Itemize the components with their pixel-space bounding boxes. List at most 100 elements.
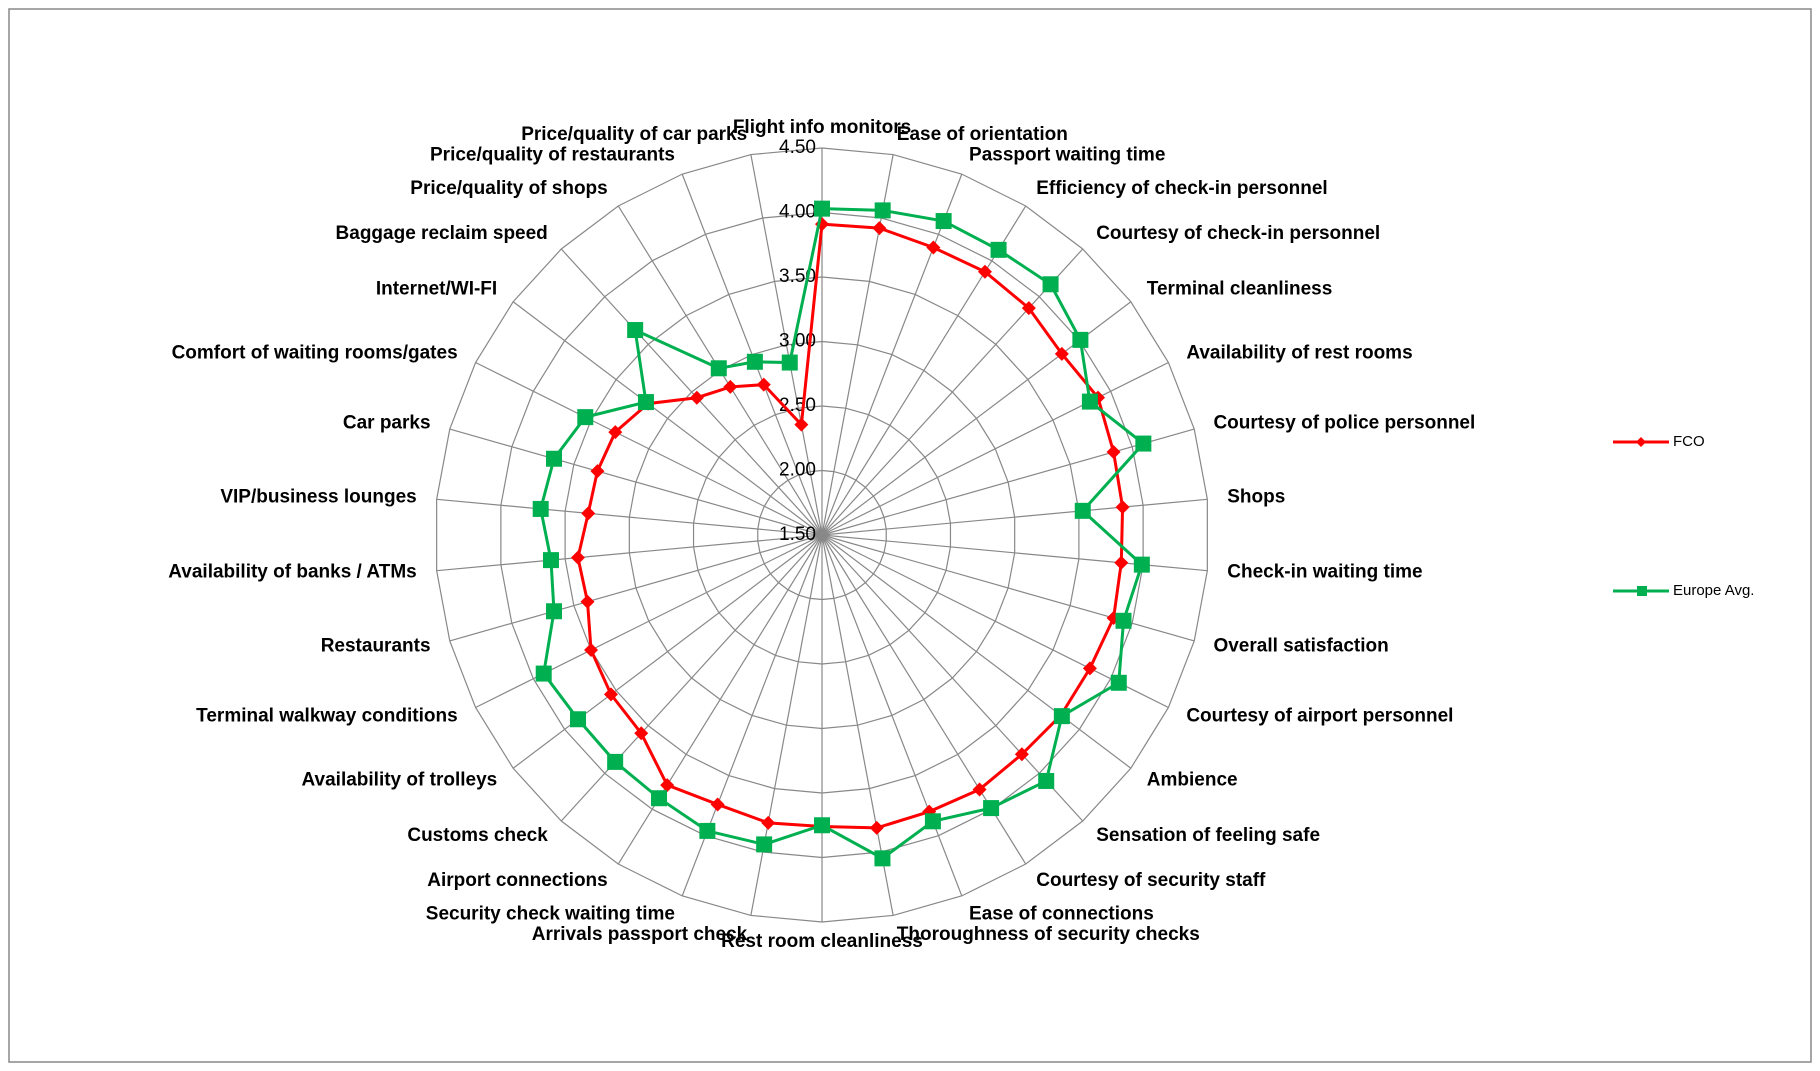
category-label: Customs check xyxy=(407,825,548,846)
spoke xyxy=(821,428,1195,536)
category-label: Courtesy of security staff xyxy=(1036,870,1266,891)
legend-marker xyxy=(1636,437,1646,447)
spoke xyxy=(821,534,963,897)
category-label: Overall satisfaction xyxy=(1213,635,1388,656)
category-label: Availability of rest rooms xyxy=(1186,343,1412,364)
data-point xyxy=(545,450,562,467)
data-point xyxy=(935,213,952,230)
data-point xyxy=(746,353,763,370)
category-label: Ease of connections xyxy=(969,904,1154,925)
category-label: Availability of trolleys xyxy=(302,769,498,790)
data-point xyxy=(545,603,562,620)
data-point xyxy=(710,797,725,812)
data-point xyxy=(1115,500,1130,515)
data-point xyxy=(660,778,675,793)
category-label: Car parks xyxy=(343,413,431,434)
tick-label: 4.50 xyxy=(779,137,816,158)
data-point xyxy=(710,360,727,377)
category-label: Courtesy of airport personnel xyxy=(1186,705,1453,726)
data-point xyxy=(584,643,599,658)
category-label: Check-in waiting time xyxy=(1227,562,1422,583)
spoke xyxy=(821,205,1027,536)
data-point xyxy=(542,552,559,569)
spoke xyxy=(436,534,823,572)
data-point xyxy=(761,815,776,830)
data-point xyxy=(1074,502,1091,519)
data-point xyxy=(634,726,649,741)
data-point xyxy=(590,464,605,479)
data-point xyxy=(1110,674,1127,691)
data-point xyxy=(972,782,987,797)
category-label: Internet/WI-FI xyxy=(376,279,497,300)
data-point xyxy=(814,200,830,217)
category-label: Price/quality of restaurants xyxy=(430,144,675,165)
category-label: Sensation of feeling safe xyxy=(1096,825,1320,846)
category-label: Efficiency of check-in personnel xyxy=(1036,178,1327,199)
category-label: Availability of banks / ATMs xyxy=(168,562,416,583)
legend-label: FCO xyxy=(1673,433,1705,450)
data-point xyxy=(608,425,623,440)
data-point xyxy=(570,550,585,565)
tick-label: 3.00 xyxy=(779,331,816,352)
spoke xyxy=(617,534,823,865)
category-label: Shops xyxy=(1227,486,1285,507)
data-point xyxy=(577,409,594,426)
tick-label: 4.00 xyxy=(779,202,816,223)
category-label: Arrivals passport check xyxy=(532,924,748,945)
category-label: Ease of orientation xyxy=(897,124,1068,145)
tick-label: 1.50 xyxy=(779,524,816,545)
data-point xyxy=(637,394,654,411)
chart-frame xyxy=(8,8,1812,1063)
data-point xyxy=(983,800,1000,817)
category-label: Restaurants xyxy=(321,635,431,656)
data-point xyxy=(1038,772,1055,789)
category-label: Ambience xyxy=(1147,769,1238,790)
data-point xyxy=(872,221,887,236)
category-label: Thoroughness of security checks xyxy=(897,924,1200,945)
data-point xyxy=(794,417,809,432)
data-point xyxy=(581,506,596,521)
data-point xyxy=(990,241,1007,258)
data-point xyxy=(627,322,644,339)
data-point xyxy=(580,594,595,609)
data-point xyxy=(651,790,668,807)
data-point xyxy=(874,202,891,219)
data-point xyxy=(869,820,884,835)
category-label: Comfort of waiting rooms/gates xyxy=(172,343,458,364)
spoke xyxy=(821,534,1132,769)
data-point xyxy=(1133,556,1150,573)
data-point xyxy=(1106,445,1121,460)
spoke xyxy=(821,173,963,536)
data-point xyxy=(1042,276,1059,293)
spoke xyxy=(750,154,823,536)
category-label: Rest room cleanliness xyxy=(721,931,923,952)
legend-marker xyxy=(1637,586,1647,596)
category-label: Security check waiting time xyxy=(426,904,675,925)
data-point xyxy=(1081,393,1098,410)
category-label: Terminal walkway conditions xyxy=(196,705,458,726)
data-point xyxy=(977,264,992,279)
spoke xyxy=(821,248,1084,536)
data-point xyxy=(924,813,941,830)
category-label: Passport waiting time xyxy=(969,144,1165,165)
category-label: Airport connections xyxy=(427,870,608,891)
data-point xyxy=(532,500,549,517)
spoke xyxy=(449,534,823,642)
data-point xyxy=(570,711,587,728)
data-point xyxy=(1114,555,1129,570)
data-point xyxy=(723,379,738,394)
category-label: Flight info monitors xyxy=(733,117,911,138)
data-point xyxy=(926,240,941,255)
category-label: Terminal cleanliness xyxy=(1147,279,1333,300)
category-label: Baggage reclaim speed xyxy=(336,223,548,244)
data-point xyxy=(603,687,618,702)
spoke xyxy=(560,534,823,822)
spoke xyxy=(512,534,823,769)
data-point xyxy=(1072,331,1089,348)
data-point xyxy=(1053,708,1070,725)
data-point xyxy=(689,390,704,405)
data-point xyxy=(756,836,773,853)
category-label: VIP/business lounges xyxy=(220,486,416,507)
